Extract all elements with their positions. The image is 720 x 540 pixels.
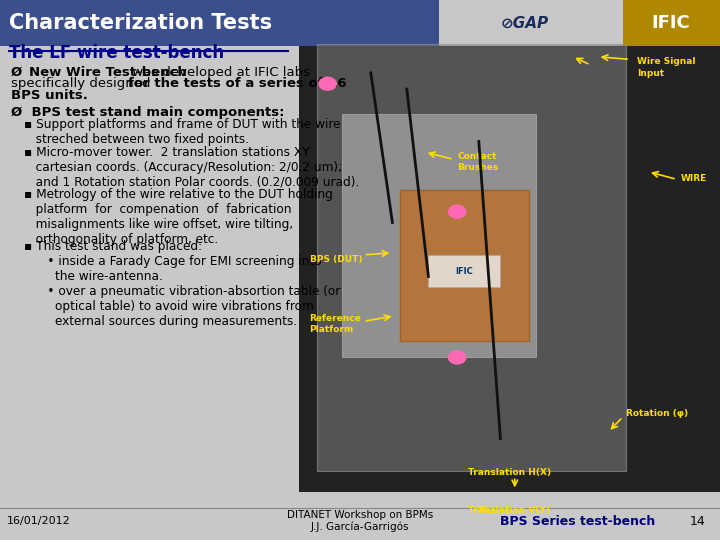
Text: 16/01/2012: 16/01/2012 xyxy=(7,516,71,526)
Text: DITANET Workshop on BPMs
J.J. García-Garrigós: DITANET Workshop on BPMs J.J. García-Gar… xyxy=(287,510,433,532)
Text: BPS Series test-bench: BPS Series test-bench xyxy=(500,515,656,528)
FancyBboxPatch shape xyxy=(0,0,439,46)
Text: Characterization Tests: Characterization Tests xyxy=(9,13,271,33)
Text: Translation V(Y): Translation V(Y) xyxy=(468,506,550,515)
Text: Rotation (φ): Rotation (φ) xyxy=(626,409,688,417)
Text: IFIC: IFIC xyxy=(456,267,473,275)
FancyBboxPatch shape xyxy=(623,0,720,46)
Circle shape xyxy=(319,77,336,90)
Text: BPS (DUT): BPS (DUT) xyxy=(310,255,362,264)
Text: WIRE: WIRE xyxy=(680,174,706,183)
Text: The LF wire test-bench: The LF wire test-bench xyxy=(9,44,224,62)
Text: ▪ Micro-mover tower.  2 translation stations XY
   cartesian coords. (Accuracy/R: ▪ Micro-mover tower. 2 translation stati… xyxy=(24,146,359,189)
Text: Reference
Platform: Reference Platform xyxy=(310,314,361,334)
Text: Wire Signal
Input: Wire Signal Input xyxy=(637,57,696,78)
Text: Contact
Brushes: Contact Brushes xyxy=(457,152,498,172)
Circle shape xyxy=(449,351,466,364)
Text: ⊘GAP: ⊘GAP xyxy=(500,16,549,30)
Text: BPS units.: BPS units. xyxy=(11,89,88,102)
Text: specifically designed: specifically designed xyxy=(11,77,159,90)
FancyBboxPatch shape xyxy=(342,114,536,357)
Text: Ø  BPS test stand main components:: Ø BPS test stand main components: xyxy=(11,106,284,119)
Text: 14: 14 xyxy=(690,515,706,528)
FancyBboxPatch shape xyxy=(428,255,500,287)
FancyBboxPatch shape xyxy=(317,44,626,471)
Text: IFIC: IFIC xyxy=(652,14,690,32)
Text: was developed at IFIC labs: was developed at IFIC labs xyxy=(128,66,310,79)
Text: Ø: Ø xyxy=(11,66,27,79)
FancyBboxPatch shape xyxy=(299,46,720,492)
Text: Translation H(X): Translation H(X) xyxy=(468,468,551,477)
Text: ▪ Metrology of the wire relative to the DUT holding
   platform  for  compenatio: ▪ Metrology of the wire relative to the … xyxy=(24,188,333,246)
Text: New Wire Test-bench: New Wire Test-bench xyxy=(29,66,186,79)
Text: ▪ Support platforms and frame of DUT with the wire
   streched between two fixed: ▪ Support platforms and frame of DUT wit… xyxy=(24,118,341,146)
Text: ▪ This test stand was placed:
      • inside a Farady Cage for EMI screening int: ▪ This test stand was placed: • inside a… xyxy=(24,240,340,328)
Text: for the tests of a series of 16: for the tests of a series of 16 xyxy=(128,77,347,90)
Circle shape xyxy=(449,205,466,218)
FancyBboxPatch shape xyxy=(400,190,529,341)
